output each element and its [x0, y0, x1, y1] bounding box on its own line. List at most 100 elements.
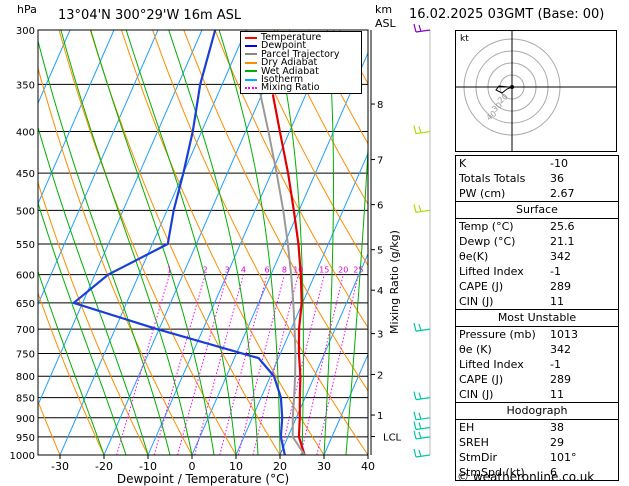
- dry-adiabat-line: [276, 30, 368, 206]
- most-unstable-row: CIN (J) 11: [456, 387, 618, 402]
- mixing-ratio-label: 15: [319, 266, 329, 275]
- pressure-tick-label: 900: [16, 414, 35, 425]
- most-unstable-row-value: 1013: [550, 328, 578, 341]
- index-row-value: 2.67: [550, 187, 575, 200]
- legend-item: Mixing Ratio: [245, 83, 320, 93]
- most-unstable-row: CAPE (J) 289: [456, 372, 618, 387]
- legend-item: Isotherm: [245, 75, 303, 84]
- footer-copyright: © weatheronline.co.uk: [457, 470, 595, 484]
- mixing-ratio-line: [316, 274, 359, 455]
- wet-adiabat-line: [345, 140, 368, 455]
- dry-adiabat-line: [58, 30, 237, 455]
- isotherm-line: [323, 353, 368, 455]
- legend-item: Temperature: [245, 33, 321, 42]
- mixing-ratio-label: 20: [338, 266, 348, 275]
- legend-item: Dewpoint: [245, 41, 306, 51]
- wet-adiabat-line: [38, 125, 149, 455]
- pressure-tick-label: 600: [16, 271, 35, 282]
- x-tick-label: 40: [361, 460, 375, 473]
- dry-adiabat-line: [620, 30, 629, 455]
- mixing-ratio-label: 25: [353, 266, 363, 275]
- chart-legend: Temperature Dewpoint Parcel Trajectory Dry …: [240, 31, 362, 94]
- legend-item: Wet Adiabat: [245, 66, 319, 76]
- index-row: PW (cm) 2.67: [456, 186, 618, 201]
- hodograph-row: StmDir 101°: [456, 450, 618, 465]
- legend-swatch: [245, 53, 257, 56]
- surface-row: Temp (°C) 25.6: [456, 219, 618, 234]
- isotherm-line: [147, 30, 335, 455]
- most-unstable-row: Lifted Index -1: [456, 357, 618, 372]
- mixing-ratio-label: 10: [293, 266, 303, 275]
- index-row-label: K: [459, 157, 467, 170]
- mixing-ratio-label: 2: [203, 266, 208, 275]
- most-unstable-row-value: 11: [550, 388, 564, 401]
- surface-row-value: 289: [550, 280, 571, 293]
- most-unstable-row-label: θe (K): [459, 343, 492, 356]
- pressure-tick-label: 750: [16, 349, 35, 360]
- mixing-ratio-line: [116, 274, 170, 455]
- height-tick-label: 1: [377, 411, 383, 422]
- x-tick-label: -10: [139, 460, 157, 473]
- height-tick-label: LCL: [383, 433, 402, 444]
- isotherm-line: [103, 30, 291, 455]
- wind-barb: [413, 23, 431, 33]
- surface-row-label: Dewp (°C): [459, 235, 516, 248]
- mixing-ratio-axis-title: Mixing Ratio (g/kg): [388, 230, 401, 334]
- indices-table: K -10 Totals Totals 36 PW (cm) 2.67 Surface T…: [455, 155, 619, 481]
- hodograph-row: SREH 29: [456, 435, 618, 450]
- isotherm-line: [279, 252, 368, 455]
- wet-adiabat-line: [90, 30, 215, 455]
- isotherm-line: [235, 152, 368, 455]
- pressure-tick-label: 850: [16, 394, 35, 405]
- legend-label: Temperature: [261, 32, 322, 43]
- hodograph-center: [510, 85, 514, 89]
- height-tick-label: 6: [377, 201, 383, 212]
- legend-item: Parcel Trajectory: [245, 50, 339, 59]
- hodograph-row-value: 6: [550, 466, 557, 479]
- most-unstable-row: Pressure (mb) 1013: [456, 327, 618, 342]
- hodograph-row-label: StmSpd (kt): [459, 466, 525, 479]
- mixing-ratio-line: [177, 274, 228, 455]
- x-tick-label: 0: [189, 460, 196, 473]
- surface-section-title: Surface: [456, 202, 618, 219]
- pressure-tick-label: 950: [16, 433, 35, 444]
- surface-row: Dewp (°C) 21.1: [456, 234, 618, 249]
- legend-label: Parcel Trajectory: [261, 48, 340, 60]
- datetime-title: 16.02.2025 03GMT (Base: 00): [409, 7, 605, 22]
- height-tick-label: 3: [377, 330, 383, 341]
- location-title: 13°04'N 300°29'W 16m ASL: [58, 8, 242, 23]
- wind-barb: [413, 411, 431, 421]
- index-row: K -10: [456, 156, 618, 171]
- pressure-tick-label: 700: [16, 325, 35, 336]
- dry-adiabat-line: [38, 66, 193, 455]
- pressure-tick-label: 450: [16, 169, 35, 180]
- mixing-ratio-line: [300, 274, 344, 455]
- height-tick-label: 7: [377, 156, 383, 167]
- dry-adiabat-line: [152, 30, 368, 455]
- most-unstable-row-value: -1: [550, 358, 561, 371]
- wet-adiabat-line: [38, 39, 171, 455]
- wet-adiabat-line: [218, 30, 281, 455]
- mixing-ratio-line: [219, 274, 268, 455]
- index-row-label: Totals Totals: [459, 172, 526, 185]
- mixing-ratio-label: 3: [225, 266, 230, 275]
- most-unstable-row: θe (K) 342: [456, 342, 618, 357]
- hodograph-row: EH 38: [456, 420, 618, 435]
- wet-adiabat-line: [38, 201, 127, 455]
- dry-adiabat-line: [214, 30, 368, 329]
- dry-adiabat-line: [183, 30, 368, 392]
- legend-item: Dry Adiabat: [245, 58, 317, 67]
- surface-row-label: CIN (J): [459, 295, 494, 308]
- legend-swatch: [245, 78, 257, 81]
- surface-row: CAPE (J) 289: [456, 279, 618, 294]
- wind-barb: [413, 430, 431, 440]
- surface-row: Lifted Index -1: [456, 264, 618, 279]
- x-tick-label: 10: [229, 460, 243, 473]
- hodograph-section-title: Hodograph: [456, 403, 618, 420]
- most-unstable-row-label: Pressure (mb): [459, 328, 536, 341]
- height-tick-label: 5: [377, 246, 383, 257]
- dry-adiabat-line: [245, 30, 368, 267]
- most-unstable-row-value: 342: [550, 343, 571, 356]
